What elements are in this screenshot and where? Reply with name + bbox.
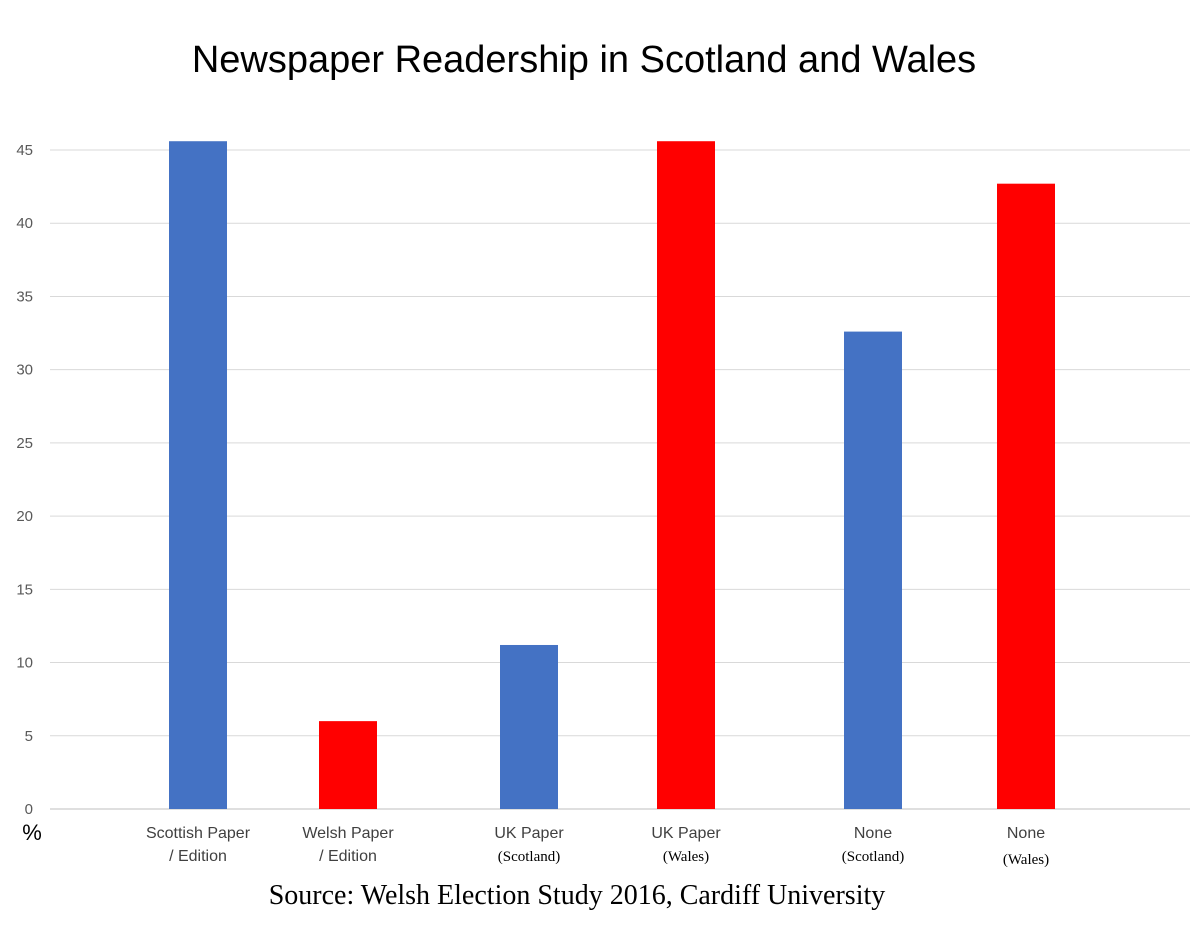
x-category-sublabel: / Edition	[319, 848, 377, 865]
bar-0	[169, 141, 227, 810]
y-tick-label: 25	[16, 435, 33, 452]
x-category-sublabel: (Scotland)	[498, 849, 560, 865]
x-category-label: UK Paper	[494, 825, 564, 842]
x-category-label: None	[1007, 825, 1045, 842]
y-tick-label: 40	[16, 215, 33, 232]
bar-1	[319, 721, 377, 809]
y-tick-label: 30	[16, 362, 33, 379]
y-axis-ticks: 0 5 10 15 20 25 30 35 40 45	[16, 142, 33, 818]
bars	[169, 141, 1055, 810]
bar-3	[657, 141, 715, 810]
gridlines	[50, 149, 1190, 810]
y-tick-label: 10	[16, 655, 33, 672]
x-category-label: None	[854, 825, 892, 842]
bar-5	[997, 183, 1055, 809]
x-category-label: Welsh Paper	[302, 825, 394, 842]
x-axis-categories: Scottish Paper / Edition Welsh Paper / Edit…	[146, 825, 1049, 868]
y-tick-label: 5	[25, 728, 33, 745]
x-category-sublabel: (Scotland)	[842, 849, 904, 865]
x-category-label: Scottish Paper	[146, 825, 251, 842]
bar-2	[500, 644, 558, 809]
y-tick-label: 20	[16, 508, 33, 525]
x-category-label: UK Paper	[651, 825, 721, 842]
y-axis-label: %	[22, 820, 42, 845]
bar-4	[844, 331, 902, 809]
y-tick-label: 45	[16, 142, 33, 159]
y-tick-label: 35	[16, 288, 33, 305]
x-category-sublabel: (Wales)	[663, 849, 709, 865]
x-category-sublabel: / Edition	[169, 848, 227, 865]
y-tick-label: 15	[16, 581, 33, 598]
x-category-sublabel: (Wales)	[1003, 852, 1049, 868]
source-note: Source: Welsh Election Study 2016, Cardi…	[269, 880, 886, 911]
y-tick-label: 0	[25, 801, 33, 818]
chart-title: Newspaper Readership in Scotland and Wal…	[192, 39, 976, 81]
